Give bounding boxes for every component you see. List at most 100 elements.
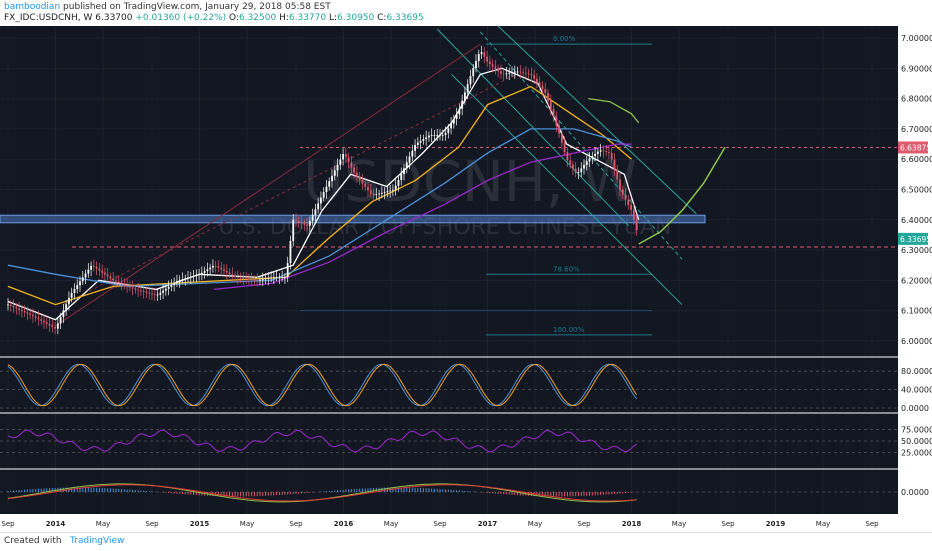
candle-body xyxy=(18,308,20,310)
candle-body xyxy=(380,192,383,194)
pane-tick: 0.0000 xyxy=(901,404,929,413)
candle-body xyxy=(336,164,339,171)
candle-body xyxy=(547,92,549,102)
candle-body xyxy=(508,72,511,74)
candle-body xyxy=(630,204,632,210)
candle-body xyxy=(15,307,18,309)
candle-body xyxy=(364,183,367,187)
fib-label: 78.60% xyxy=(553,265,580,273)
candle-body xyxy=(79,281,81,286)
candle-body xyxy=(198,274,200,276)
candle-body xyxy=(32,314,34,317)
candle-body xyxy=(123,283,126,286)
candle-body xyxy=(126,285,128,287)
candle-body xyxy=(187,277,189,279)
moving-average-line xyxy=(7,67,640,321)
candle-body xyxy=(228,272,231,274)
candle-body xyxy=(436,134,439,136)
candle-body xyxy=(317,203,320,210)
candle-body xyxy=(513,71,516,73)
candle-body xyxy=(356,172,358,177)
candle-body xyxy=(383,192,386,193)
candle-body xyxy=(475,61,477,69)
candle-body xyxy=(621,189,624,195)
channel-line xyxy=(479,31,683,260)
candle-body xyxy=(544,89,547,93)
candle-body xyxy=(560,133,563,143)
time-tick-label: May xyxy=(672,520,686,528)
candle-body xyxy=(95,266,98,269)
candle-body xyxy=(314,209,317,216)
candle-body xyxy=(259,279,261,281)
time-tick-label: Sep xyxy=(1,520,15,528)
candle-body xyxy=(339,159,342,165)
candle-body xyxy=(134,288,137,290)
candle-body xyxy=(400,174,403,180)
footer-bar: Created with TradingView xyxy=(0,532,932,551)
candle-body xyxy=(178,279,181,282)
candle-body xyxy=(137,289,140,291)
candle-body xyxy=(369,190,372,194)
chart-canvas[interactable]: USDCNH, W U.S. DOLLAR / OFFSHORE CHINESE… xyxy=(0,26,932,532)
candle-body xyxy=(250,279,253,280)
candle-body xyxy=(466,84,469,93)
time-tick-label: 2018 xyxy=(622,520,642,528)
candle-body xyxy=(616,169,619,180)
time-tick-label: Sep xyxy=(289,520,303,528)
candle-body xyxy=(289,241,292,264)
candle-body xyxy=(527,73,530,75)
candle-body xyxy=(104,272,106,275)
author-link[interactable]: bamboodian xyxy=(4,2,61,12)
candle-body xyxy=(12,305,15,308)
candle-body xyxy=(491,64,494,67)
candle-body xyxy=(627,199,630,205)
candle-body xyxy=(256,279,259,281)
candle-body xyxy=(389,190,392,192)
price-tick-label: 6.60000 xyxy=(901,155,932,164)
time-tick-label: May xyxy=(384,520,398,528)
candle-body xyxy=(200,272,203,275)
candle-body xyxy=(361,180,364,184)
price-label-box xyxy=(898,232,928,245)
candle-body xyxy=(84,273,87,278)
candle-body xyxy=(452,118,455,124)
price-label: 6.33695 xyxy=(900,235,931,244)
price-tick-label: 6.10000 xyxy=(901,307,932,316)
candle-body xyxy=(422,139,425,141)
candle-body xyxy=(140,290,142,292)
stochastic-k-line xyxy=(7,363,638,407)
time-tick-label: May xyxy=(528,520,542,528)
candle-body xyxy=(117,281,120,283)
open-value: 6.32500 xyxy=(238,13,277,23)
candle-body xyxy=(120,282,123,284)
candle-body xyxy=(40,319,43,321)
candle-body xyxy=(189,276,192,278)
price-tick-label: 6.50000 xyxy=(901,185,932,194)
candle-body xyxy=(184,278,187,280)
time-tick-label: May xyxy=(816,520,830,528)
candle-body xyxy=(220,267,223,270)
candle-body xyxy=(350,162,353,168)
candle-body xyxy=(236,277,239,278)
candle-body xyxy=(419,140,422,143)
candle-body xyxy=(26,312,29,314)
candle-body xyxy=(225,270,228,273)
candle-body xyxy=(181,279,184,280)
candle-body xyxy=(29,313,32,315)
trend-line xyxy=(62,73,517,306)
candle-body xyxy=(566,152,569,161)
candle-body xyxy=(34,316,37,318)
candle-body xyxy=(270,277,272,279)
low-value: 6.30950 xyxy=(337,13,375,23)
candle-body xyxy=(300,222,303,224)
candle-body xyxy=(588,158,591,162)
candle-body xyxy=(311,215,314,221)
candle-body xyxy=(109,276,112,279)
time-tick-label: Sep xyxy=(433,520,447,528)
candle-body xyxy=(455,114,458,119)
candle-body xyxy=(9,304,12,306)
close-value: 6.33695 xyxy=(386,13,424,23)
tradingview-logo[interactable]: TradingView xyxy=(70,536,125,546)
candle-body xyxy=(156,294,159,296)
candle-body xyxy=(214,265,217,267)
